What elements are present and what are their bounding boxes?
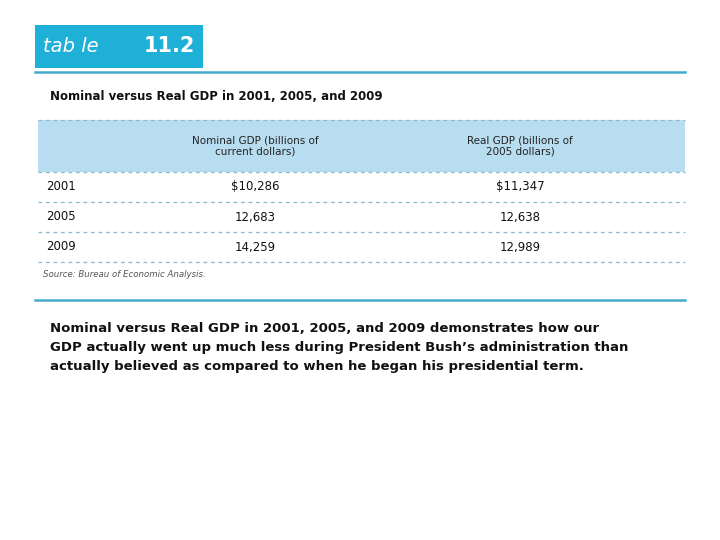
Text: Real GDP (billions of
2005 dollars): Real GDP (billions of 2005 dollars) xyxy=(467,135,573,157)
Text: 2001: 2001 xyxy=(46,180,76,193)
Text: 2009: 2009 xyxy=(46,240,76,253)
Text: $10,286: $10,286 xyxy=(230,180,279,193)
FancyBboxPatch shape xyxy=(35,25,203,68)
Text: Nominal GDP (billions of
current dollars): Nominal GDP (billions of current dollars… xyxy=(192,135,318,157)
Text: 2005: 2005 xyxy=(46,211,76,224)
Text: 12,683: 12,683 xyxy=(235,211,276,224)
Text: 12,638: 12,638 xyxy=(500,211,541,224)
Text: Nominal versus Real GDP in 2001, 2005, and 2009: Nominal versus Real GDP in 2001, 2005, a… xyxy=(50,90,382,103)
Text: Nominal versus Real GDP in 2001, 2005, and 2009 demonstrates how our: Nominal versus Real GDP in 2001, 2005, a… xyxy=(50,322,599,335)
Text: Source: Bureau of Economic Analysis.: Source: Bureau of Economic Analysis. xyxy=(43,270,206,279)
Text: $11,347: $11,347 xyxy=(495,180,544,193)
FancyBboxPatch shape xyxy=(38,120,685,172)
Text: 11.2: 11.2 xyxy=(143,37,195,57)
Text: tab le: tab le xyxy=(43,37,99,56)
Text: GDP actually went up much less during President Bush’s administration than: GDP actually went up much less during Pr… xyxy=(50,341,629,354)
Text: actually believed as compared to when he began his presidential term.: actually believed as compared to when he… xyxy=(50,360,584,373)
Text: 14,259: 14,259 xyxy=(235,240,276,253)
Text: 12,989: 12,989 xyxy=(500,240,541,253)
